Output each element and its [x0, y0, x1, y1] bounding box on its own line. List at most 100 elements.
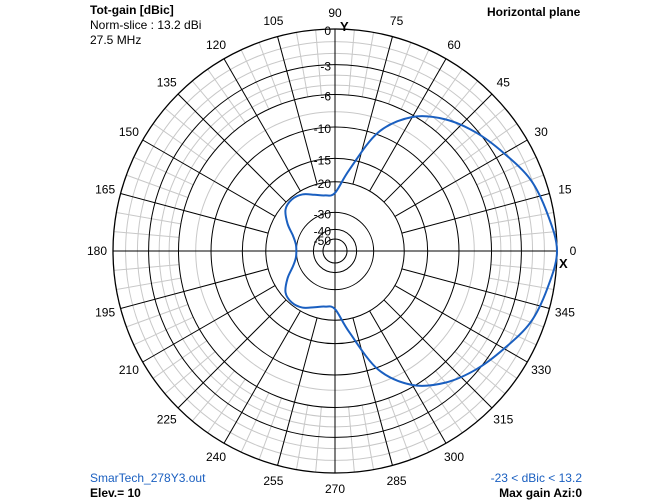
minor-spoke: [388, 397, 412, 460]
angle-spoke: [383, 299, 493, 409]
angle-tick-label: 0: [570, 244, 577, 258]
angle-tick-label: 180: [87, 244, 107, 258]
angle-tick-label: 225: [157, 412, 177, 426]
angle-tick-label: 240: [206, 450, 226, 464]
minor-spoke: [116, 277, 181, 291]
minor-spoke: [164, 351, 216, 395]
angle-spoke: [352, 36, 393, 185]
minor-spoke: [258, 397, 282, 460]
file-name-label: SmarTech_278Y3.out: [90, 471, 206, 485]
minor-spoke: [207, 378, 246, 434]
angle-tick-label: 45: [497, 76, 511, 90]
norm-slice-label: Norm-slice : 13.2 dBi: [90, 18, 202, 32]
angle-tick-label: 120: [206, 38, 226, 52]
minor-spoke: [435, 80, 479, 132]
angle-tick-label: 150: [119, 125, 139, 139]
minor-spoke: [454, 107, 506, 151]
angle-spoke: [369, 310, 447, 444]
minor-spoke: [133, 156, 194, 186]
gain-range-label: -23 < dBic < 13.2: [490, 471, 582, 485]
minor-spoke: [133, 316, 194, 346]
minor-spoke: [258, 42, 282, 105]
minor-spoke: [191, 80, 235, 132]
minor-spoke: [435, 370, 479, 422]
angle-spoke: [401, 193, 550, 234]
angle-spoke: [142, 285, 276, 363]
minor-spoke: [113, 264, 180, 271]
angle-tick-label: 300: [444, 450, 464, 464]
minor-spoke: [489, 211, 554, 225]
minor-spoke: [164, 107, 216, 151]
radial-tick-label: -30: [314, 207, 332, 221]
radial-tick-label: -3: [320, 60, 331, 74]
minor-spoke: [424, 378, 463, 434]
plane-label: Horizontal plane: [487, 5, 581, 19]
radial-tick-label: -40: [314, 224, 332, 238]
angle-spoke: [177, 93, 287, 203]
minor-spoke: [191, 370, 235, 422]
radial-tick-label: -6: [320, 89, 331, 103]
minor-spoke: [489, 277, 554, 291]
angle-spoke: [223, 58, 301, 192]
minor-spoke: [476, 316, 537, 346]
angle-spoke: [394, 285, 528, 363]
minor-spoke: [424, 68, 463, 124]
angle-tick-label: 285: [387, 474, 407, 488]
angle-spoke: [223, 310, 301, 444]
angle-spoke: [142, 139, 276, 217]
minor-spoke: [361, 405, 375, 470]
angle-tick-label: 330: [531, 363, 551, 377]
angle-spoke: [120, 193, 269, 234]
minor-spoke: [240, 392, 270, 453]
angle-tick-label: 15: [558, 182, 572, 196]
angle-spoke: [383, 93, 493, 203]
radiation-pattern-line: [284, 115, 559, 387]
minor-spoke: [481, 174, 544, 198]
angle-tick-label: 315: [493, 412, 513, 426]
minor-spoke: [295, 405, 309, 470]
minor-spoke: [481, 304, 544, 328]
angle-spoke: [369, 58, 447, 192]
radial-tick-label: -15: [314, 153, 332, 167]
minor-spoke: [240, 49, 270, 110]
y-axis-mark: Y: [340, 19, 349, 34]
minor-spoke: [126, 304, 189, 328]
max-gain-label: Max gain Azi:0: [499, 486, 582, 500]
angle-tick-label: 135: [157, 76, 177, 90]
angle-tick-label: 345: [555, 306, 575, 320]
minor-spoke: [476, 156, 537, 186]
angle-tick-label: 210: [119, 363, 139, 377]
minor-spoke: [361, 32, 375, 97]
radial-tick-label: -10: [314, 122, 332, 136]
minor-spoke: [454, 351, 506, 395]
angle-tick-label: 90: [328, 6, 342, 20]
minor-spoke: [388, 42, 412, 105]
angle-tick-label: 165: [95, 182, 115, 196]
angle-spoke: [277, 317, 318, 466]
elevation-label: Elev.= 10: [90, 486, 141, 500]
minor-spoke: [348, 406, 355, 473]
angle-spoke: [277, 36, 318, 185]
angle-spoke: [352, 317, 393, 466]
minor-spoke: [126, 174, 189, 198]
minor-spoke: [315, 29, 322, 96]
frequency-label: 27.5 MHz: [90, 33, 142, 47]
minor-spoke: [490, 231, 557, 238]
angle-tick-label: 60: [447, 38, 461, 52]
angle-tick-label: 30: [534, 125, 548, 139]
angle-tick-label: 75: [390, 14, 404, 28]
minor-spoke: [400, 49, 430, 110]
angle-tick-label: 255: [263, 474, 283, 488]
angle-tick-label: 105: [263, 14, 283, 28]
angle-spoke: [177, 299, 287, 409]
minor-spoke: [152, 340, 208, 379]
minor-spoke: [348, 29, 355, 96]
chart-title: Tot-gain [dBic]: [90, 3, 174, 17]
minor-spoke: [113, 231, 180, 238]
angle-tick-label: 270: [325, 482, 345, 496]
minor-spoke: [295, 32, 309, 97]
angle-spoke: [120, 268, 269, 309]
minor-spoke: [315, 406, 322, 473]
minor-spoke: [400, 392, 430, 453]
